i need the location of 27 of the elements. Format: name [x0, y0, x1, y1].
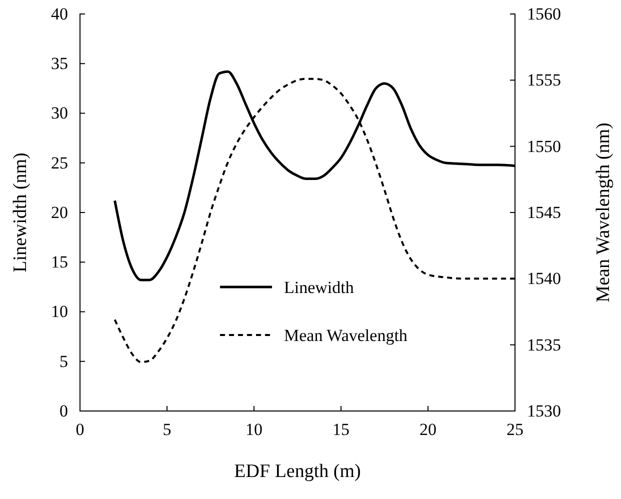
x-tick-label: 10: [246, 420, 262, 440]
x-tick-label: 0: [76, 420, 84, 440]
y-tick-label: 35: [51, 54, 68, 74]
y-axis-title: Linewidth (nm): [10, 152, 31, 272]
y2-tick-label: 1560: [527, 4, 561, 24]
y-tick-label: 15: [51, 252, 68, 272]
y2-tick-label: 1535: [527, 335, 561, 354]
y2-tick-label: 1555: [527, 70, 561, 90]
y-tick-label: 5: [60, 352, 68, 371]
y-tick-label: 25: [51, 153, 68, 172]
y-tick-label: 10: [51, 302, 68, 322]
y2-tick-label: 1540: [527, 269, 561, 288]
x-tick-label: 5: [162, 420, 172, 440]
y-tick-label: 20: [51, 202, 68, 222]
y2-axis-title: Mean Wavelength (nm): [593, 122, 614, 302]
y2-tick-label: 1530: [527, 401, 561, 420]
y-tick-label: 40: [51, 4, 68, 24]
x-tick-label: 15: [332, 420, 350, 440]
y-tick-label: 0: [60, 401, 68, 420]
x-axis-title: EDF Length (m): [234, 461, 361, 482]
y2-tick-label: 1550: [527, 136, 561, 156]
x-tick-label: 25: [506, 420, 524, 440]
x-tick-label: 20: [420, 420, 436, 440]
y-tick-label: 30: [51, 104, 68, 123]
legend-label: Linewidth: [284, 278, 354, 297]
y2-tick-label: 1545: [527, 202, 561, 222]
legend-label: Mean Wavelength: [284, 326, 408, 345]
